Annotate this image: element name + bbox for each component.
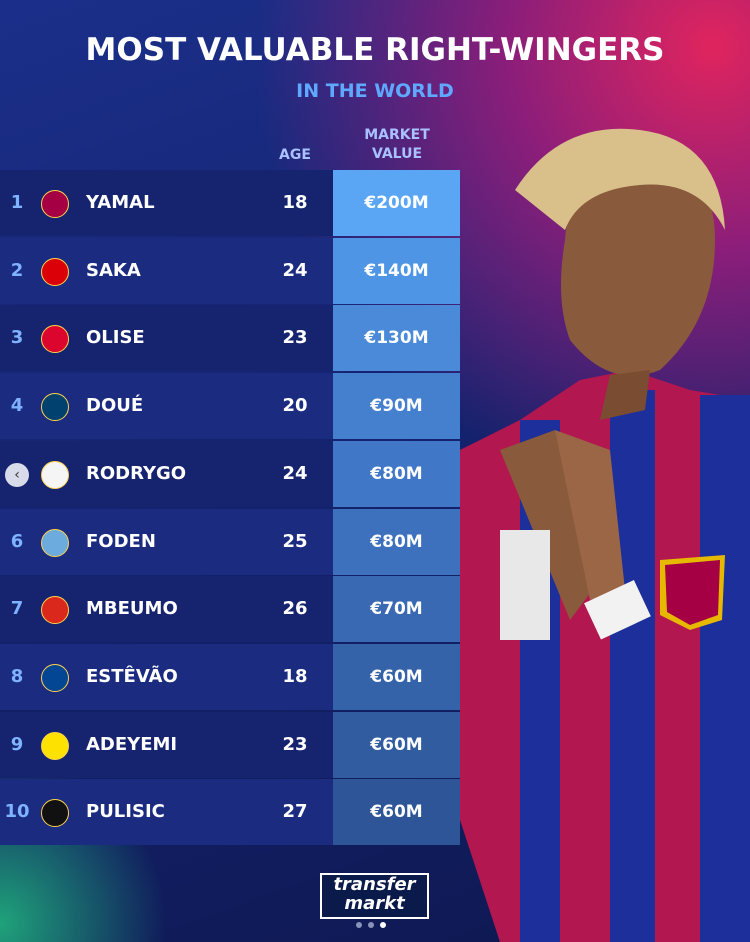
- value-cell-bg: [333, 305, 460, 372]
- market-value: €60M: [370, 666, 423, 687]
- player-name: YAMAL: [86, 192, 155, 213]
- market-value: €200M: [364, 193, 429, 213]
- value-cell-bg: [333, 576, 460, 643]
- club-badge: [41, 257, 69, 286]
- market-value: €80M: [370, 463, 423, 484]
- club-badge: [41, 596, 69, 625]
- subtitle: IN THE WORLD: [296, 80, 454, 102]
- value-cell-bg: [333, 643, 460, 710]
- market-value: €130M: [364, 328, 429, 349]
- age: 24: [282, 259, 308, 281]
- rank: 2: [10, 259, 24, 281]
- carousel-prev-button[interactable]: ‹: [5, 462, 29, 487]
- player-name: ESTÊVÃO: [86, 665, 178, 687]
- market-value: €60M: [370, 802, 423, 823]
- value-cell-bg: [333, 373, 460, 440]
- rank: 4: [10, 395, 24, 417]
- age: 25: [282, 530, 308, 552]
- player-name: FODEN: [86, 530, 156, 552]
- age: 27: [282, 801, 308, 823]
- club-badge: [41, 663, 69, 692]
- player-name: RODRYGO: [86, 462, 187, 484]
- market-value: €60M: [370, 734, 423, 755]
- value-cell-bg: [333, 779, 460, 846]
- age: 20: [282, 395, 308, 417]
- age: 23: [282, 733, 308, 755]
- column-header: AGE: [279, 147, 311, 163]
- market-value: €80M: [370, 531, 423, 552]
- value-cell-bg: [333, 508, 460, 575]
- club-badge: [41, 393, 69, 422]
- club-badge: [41, 799, 69, 828]
- rank: 1: [10, 192, 24, 213]
- brand-logo: transfer markt: [320, 873, 429, 919]
- market-value: €140M: [364, 260, 429, 281]
- carousel-dot[interactable]: [380, 922, 386, 928]
- club-badge: [41, 460, 69, 489]
- rank: 9: [10, 733, 24, 755]
- player-name: DOUÉ: [86, 395, 144, 417]
- club-badge: [41, 325, 69, 354]
- age: 26: [282, 598, 308, 620]
- club-badge: [41, 731, 69, 760]
- player-name: MBEUMO: [86, 598, 178, 620]
- column-header: MARKET VALUE: [364, 127, 430, 162]
- value-cell-bg: [333, 711, 460, 778]
- rank: 6: [10, 530, 24, 552]
- carousel-dot[interactable]: [368, 922, 374, 928]
- player-name: ADEYEMI: [86, 733, 178, 755]
- title: MOST VALUABLE RIGHT-WINGERS: [85, 32, 665, 68]
- age: 23: [282, 327, 308, 349]
- age: 18: [282, 665, 308, 687]
- market-value: €70M: [370, 599, 423, 620]
- value-cell-bg: [333, 237, 460, 304]
- rank: 10: [4, 801, 30, 823]
- carousel-dot[interactable]: [356, 922, 362, 928]
- market-value: €90M: [370, 396, 423, 417]
- rank: 7: [10, 598, 24, 620]
- age: 18: [282, 192, 308, 213]
- age: 24: [282, 462, 308, 484]
- club-badge: [41, 190, 69, 218]
- logo-text: markt: [344, 893, 405, 914]
- player-name: PULISIC: [86, 801, 165, 823]
- player-name: OLISE: [86, 327, 145, 349]
- player-name: SAKA: [86, 259, 141, 281]
- rank: 8: [10, 665, 24, 687]
- value-cell-bg: [333, 170, 460, 236]
- rank: 3: [10, 327, 24, 349]
- logo-text: transfer: [333, 874, 416, 895]
- club-badge: [41, 528, 69, 557]
- value-cell-bg: [333, 440, 460, 507]
- player-photo: [460, 128, 750, 942]
